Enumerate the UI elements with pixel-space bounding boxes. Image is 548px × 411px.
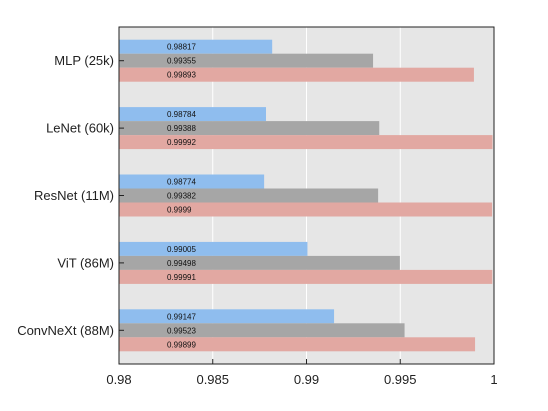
bar-4-2 — [119, 337, 476, 352]
bar-0-2 — [119, 67, 474, 82]
x-tick-label-0: 0.98 — [106, 372, 131, 387]
bar-2-0 — [119, 174, 265, 189]
category-label-2: ResNet (11M) — [34, 188, 114, 203]
bar-value-label-3-1: 0.99498 — [167, 259, 196, 268]
bar-3-0 — [119, 241, 308, 256]
category-label-4: ConvNeXt (88M) — [17, 323, 114, 338]
plot-frame — [118, 26, 495, 365]
bar-series — [119, 39, 493, 352]
bar-value-label-4-0: 0.99147 — [167, 312, 196, 321]
x-tick-label-4: 1 — [490, 372, 497, 387]
bar-3-2 — [119, 269, 493, 284]
category-label-1: LeNet (60k) — [46, 121, 114, 136]
x-tick-label-1: 0.985 — [196, 372, 229, 387]
bar-value-label-0-1: 0.99355 — [167, 57, 196, 66]
category-label-3: ViT (86M) — [57, 255, 114, 270]
bar-value-label-3-0: 0.99005 — [167, 245, 196, 254]
y-axis: MLP (25k) LeNet (60k) ResNet (11M) ViT (86M… — [17, 53, 124, 338]
bar-1-0 — [119, 107, 266, 122]
bar-value-label-4-2: 0.99899 — [167, 340, 196, 349]
bar-value-label-1-0: 0.98784 — [167, 110, 196, 119]
bar-value-label-0-2: 0.99893 — [167, 71, 196, 80]
bar-value-label-4-1: 0.99523 — [167, 326, 196, 335]
bar-2-1 — [119, 188, 379, 203]
x-axis: 0.98 0.985 0.99 0.995 1 — [106, 359, 498, 387]
bar-4-0 — [119, 309, 335, 324]
bar-value-label-2-0: 0.98774 — [167, 178, 196, 187]
bar-value-labels: 0.98817 0.99355 0.99893 0.98784 0.99388 0.999… — [167, 43, 196, 350]
bar-0-0 — [119, 39, 273, 54]
bar-4-1 — [119, 323, 405, 338]
bar-value-label-2-2: 0.9999 — [167, 206, 192, 215]
bar-value-label-1-2: 0.99992 — [167, 138, 196, 147]
bar-3-1 — [119, 255, 400, 270]
bar-value-label-0-0: 0.98817 — [167, 43, 196, 52]
bar-1-1 — [119, 121, 380, 136]
bar-0-1 — [119, 53, 374, 68]
bar-value-label-3-2: 0.99991 — [167, 273, 196, 282]
x-tick-label-2: 0.99 — [294, 372, 319, 387]
bar-value-label-2-1: 0.99382 — [167, 192, 196, 201]
bar-value-label-1-1: 0.99388 — [167, 124, 196, 133]
category-label-0: MLP (25k) — [54, 53, 114, 68]
x-tick-label-3: 0.995 — [384, 372, 417, 387]
bar-2-2 — [119, 202, 493, 217]
bar-1-2 — [119, 135, 493, 150]
